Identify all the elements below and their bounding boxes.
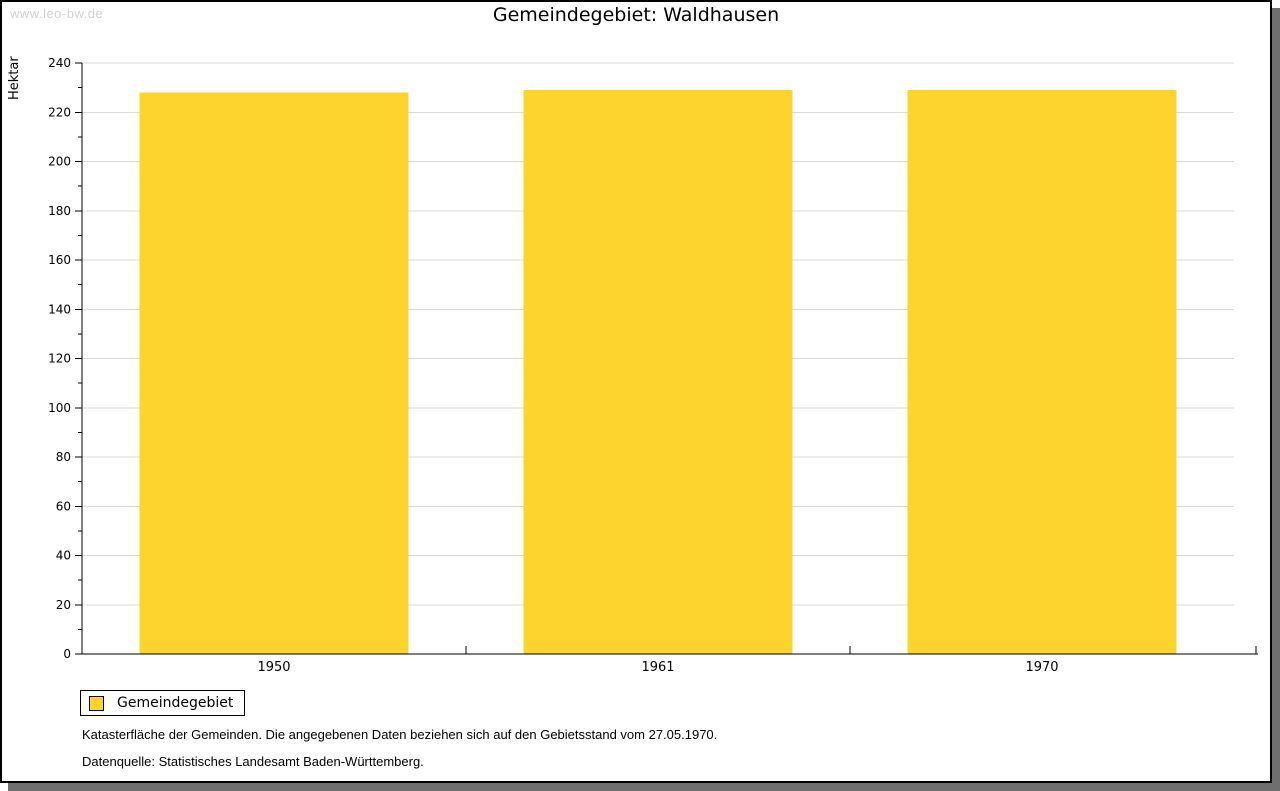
svg-text:180: 180 — [48, 204, 71, 218]
legend-label: Gemeindegebiet — [117, 695, 234, 711]
bar-chart: 0 20 40 60 80 100 120 140 160 180 200 220 240 1950 196… — [7, 56, 1258, 675]
svg-text:240: 240 — [48, 56, 71, 70]
legend-swatch-icon — [89, 695, 104, 711]
watermark: www.leo-bw.de — [10, 6, 104, 21]
svg-text:Hektar: Hektar — [7, 56, 22, 100]
footnote-description: Katasterfläche der Gemeinden. Die angege… — [82, 727, 718, 742]
svg-text:40: 40 — [56, 549, 71, 563]
svg-text:160: 160 — [48, 253, 71, 267]
svg-text:0: 0 — [63, 647, 71, 661]
svg-text:120: 120 — [48, 352, 71, 366]
svg-text:1970: 1970 — [1025, 660, 1058, 675]
svg-text:140: 140 — [48, 302, 71, 316]
svg-text:20: 20 — [56, 598, 71, 612]
svg-text:60: 60 — [56, 499, 71, 513]
svg-text:80: 80 — [56, 450, 71, 464]
svg-text:220: 220 — [48, 105, 71, 119]
footnote-datasource: Datenquelle: Statistisches Landesamt Bad… — [82, 754, 424, 769]
page-title: Gemeindegebiet: Waldhausen — [492, 4, 780, 26]
svg-text:200: 200 — [48, 155, 71, 169]
svg-text:100: 100 — [48, 401, 71, 415]
svg-text:1950: 1950 — [257, 660, 290, 675]
legend: Gemeindegebiet — [80, 690, 246, 716]
svg-text:1961: 1961 — [641, 660, 674, 675]
